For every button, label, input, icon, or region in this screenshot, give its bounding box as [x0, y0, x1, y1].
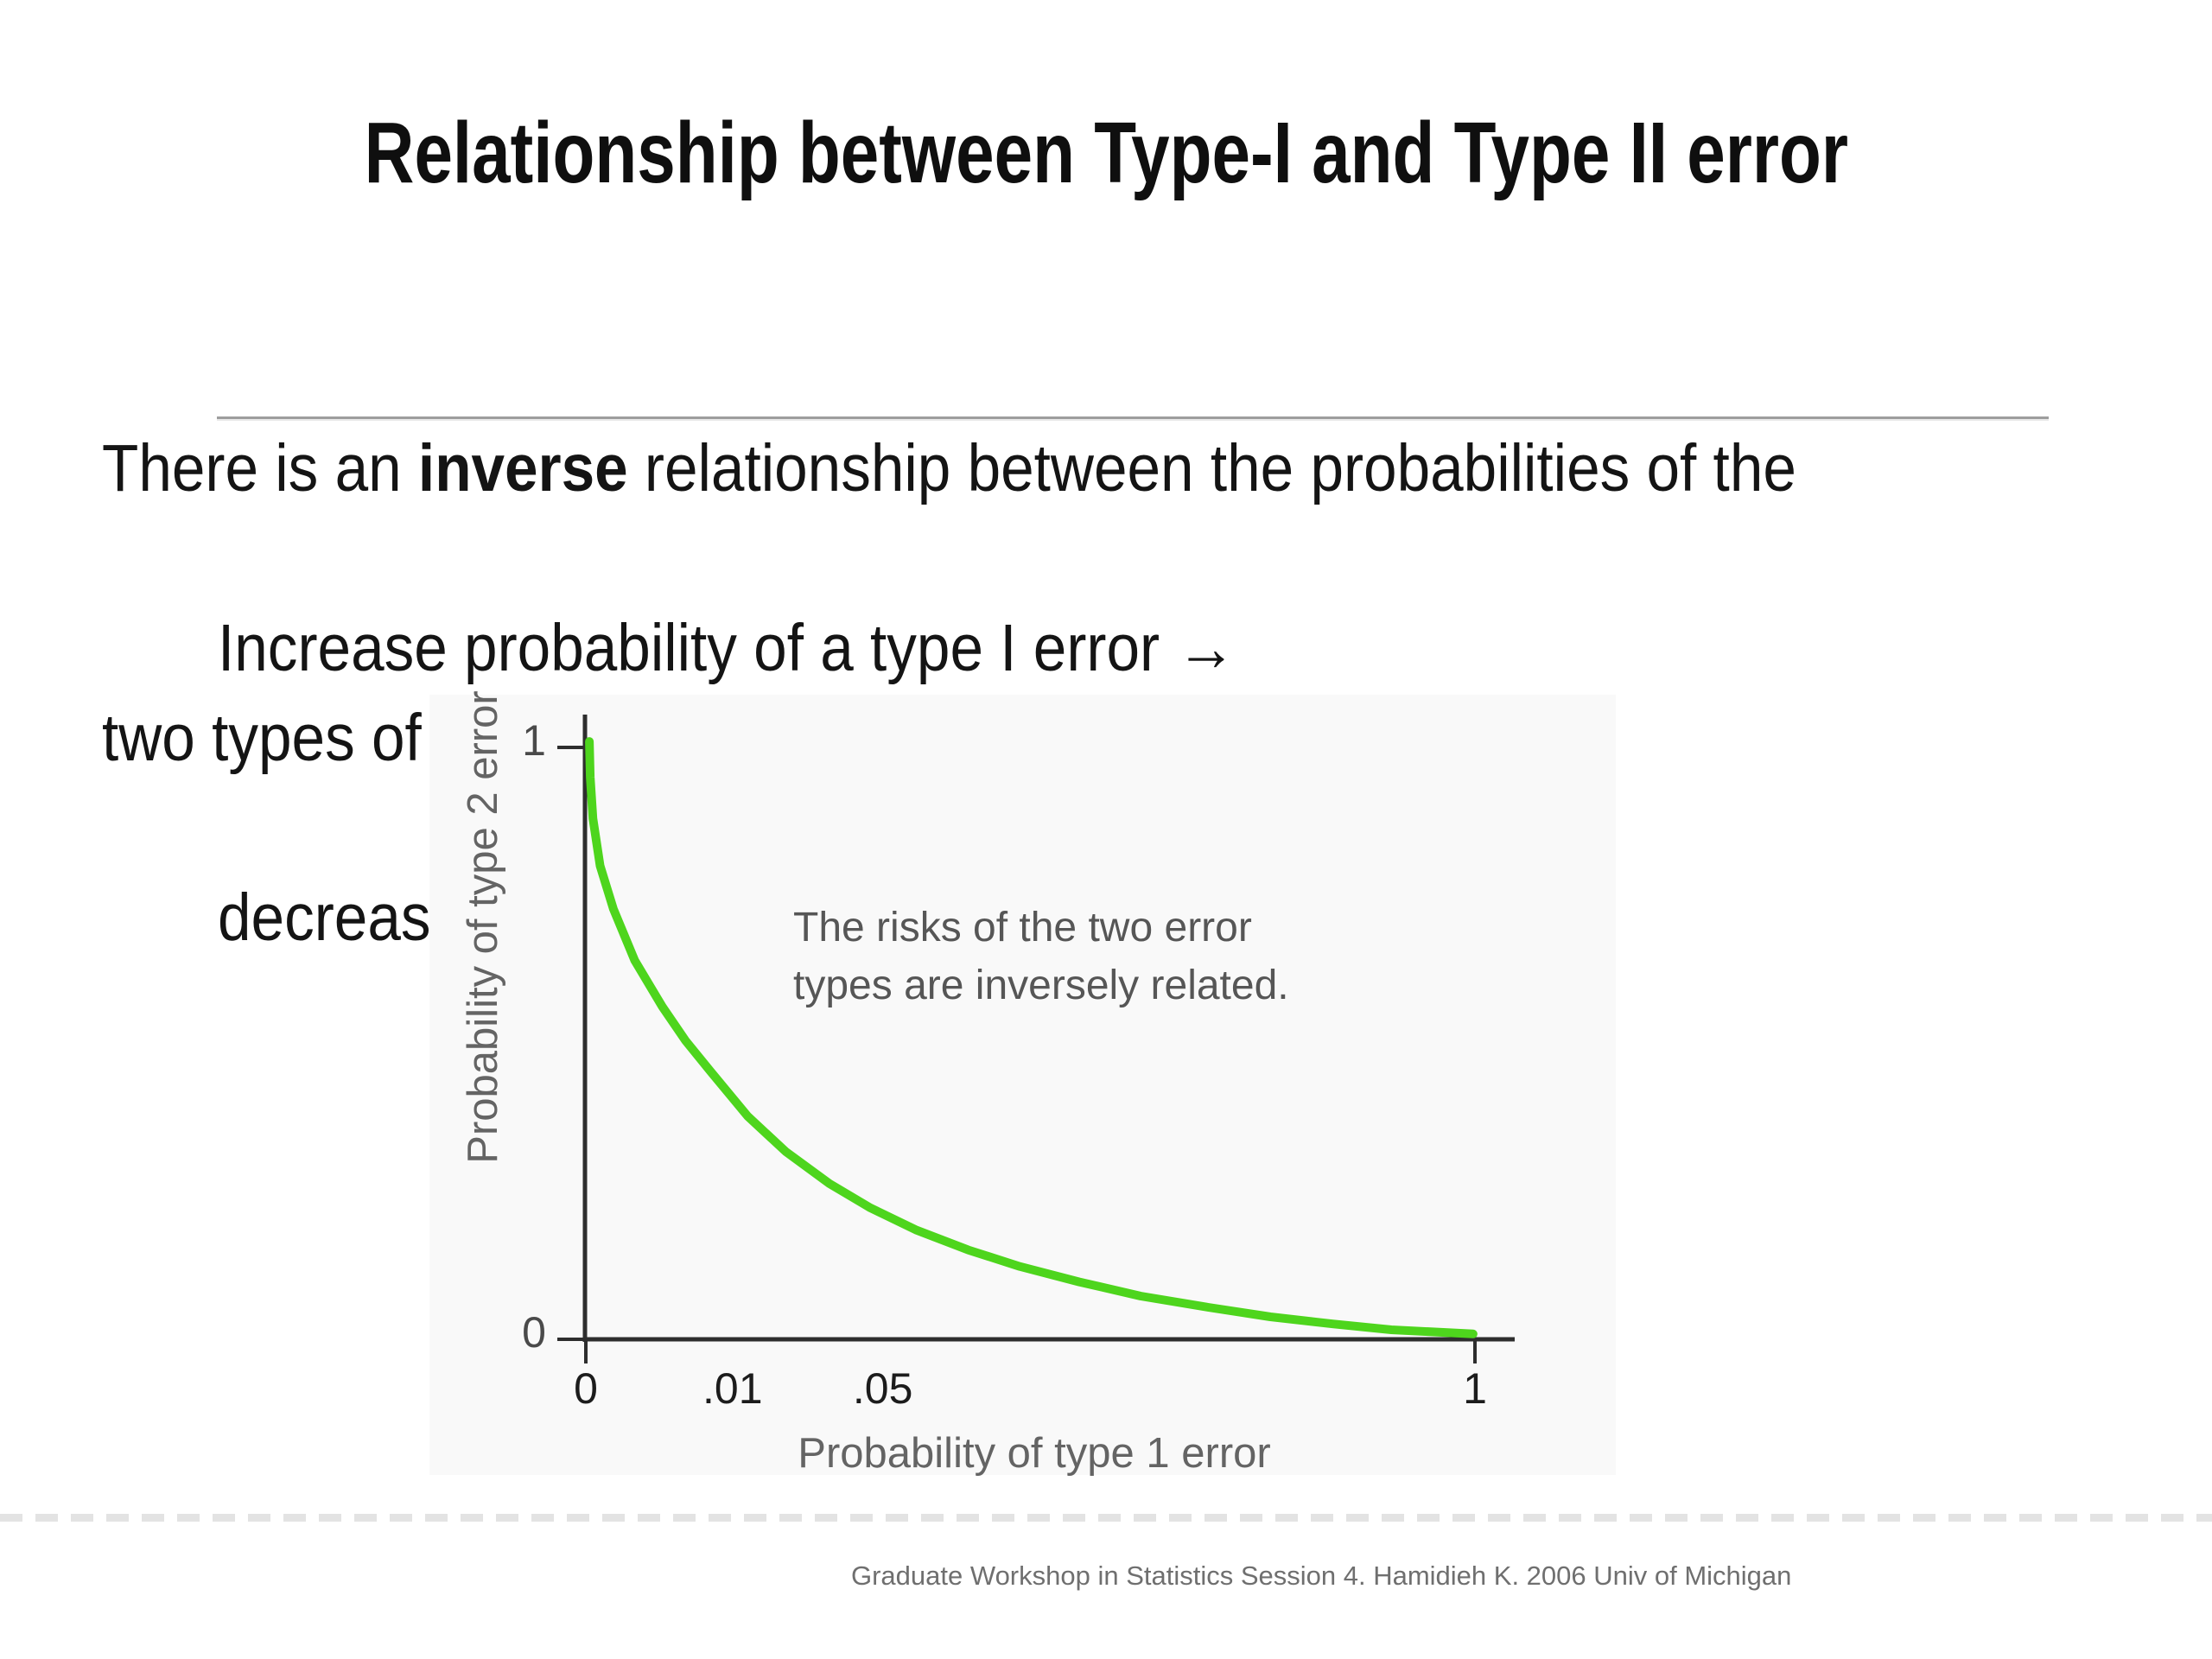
y-axis-title: Probability of type 2 error	[460, 690, 506, 1164]
slide-title: Relationship between Type-I and Type II …	[0, 105, 2212, 200]
body-line1-bold: inverse	[417, 431, 628, 505]
bottom-dashed-accent	[0, 1514, 2212, 1522]
body-line1-pre: There is an	[102, 431, 418, 505]
body-line-1: There is an inverse relationship between…	[102, 423, 1796, 513]
footer-credit: Graduate Workshop in Statistics Session …	[851, 1560, 1792, 1591]
body-line1-post: relationship between the probabilities o…	[627, 431, 1796, 505]
slide-title-text: Relationship between Type-I and Type II …	[364, 105, 1848, 201]
chart-annotation-line-2: types are inversely related.	[793, 963, 1289, 1008]
chart-image-background	[429, 695, 1616, 1475]
x-tick-label-0: 0	[574, 1364, 598, 1413]
y-tick-label-1: 1	[522, 716, 546, 765]
x-tick-label-.01: .01	[702, 1364, 763, 1413]
divider-rule	[217, 416, 2049, 421]
y-tick-label-0: 0	[522, 1308, 546, 1357]
x-tick-label-1: 1	[1463, 1364, 1487, 1413]
x-axis-title: Probability of type 1 error	[798, 1430, 1271, 1477]
bottom-blue-stripe	[0, 1531, 2212, 1549]
chart-annotation: The risks of the two error types are inv…	[793, 899, 1289, 1014]
chart-annotation-line-1: The risks of the two error	[793, 905, 1252, 950]
point-line-1: Increase probability of a type I error →	[218, 611, 1236, 685]
x-tick-label-.05: .05	[852, 1364, 913, 1413]
body-paragraph: There is an inverse relationship between…	[102, 244, 1796, 873]
